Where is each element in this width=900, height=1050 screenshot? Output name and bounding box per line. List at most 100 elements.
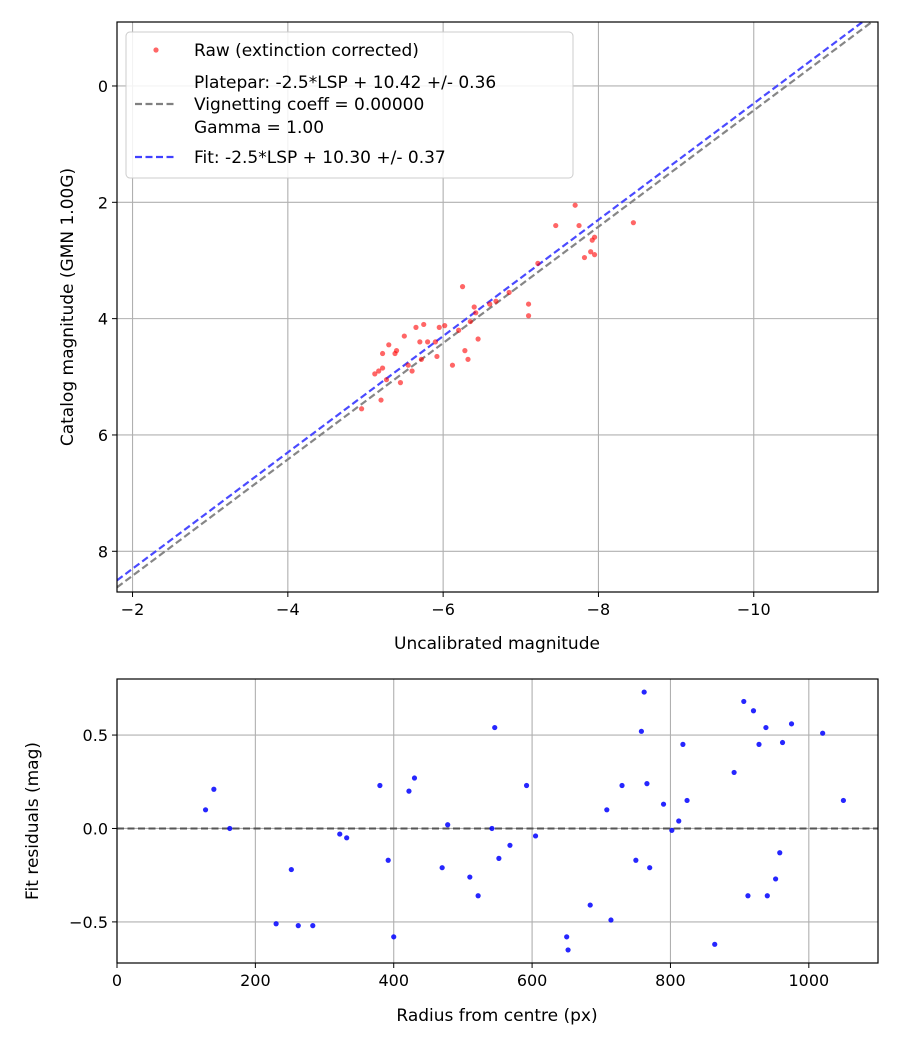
top-x-tick-label: −10 <box>737 600 771 619</box>
top-data-point <box>475 336 481 342</box>
top-data-point <box>436 324 442 330</box>
bottom-data-point <box>507 842 513 848</box>
top-ticks: −2 −4 −6 −8 −10 0 2 4 6 8 <box>98 77 771 619</box>
top-x-tick-label: −4 <box>276 600 300 619</box>
top-x-axis-label: Uncalibrated magnitude <box>394 634 600 654</box>
legend: Raw (extinction corrected) Platepar: -2.… <box>125 31 574 179</box>
bottom-data-point <box>660 801 667 807</box>
bottom-data-point <box>411 775 418 781</box>
bottom-x-tick-label: 800 <box>655 971 686 990</box>
top-data-point <box>525 301 532 307</box>
top-data-point <box>471 304 477 310</box>
bottom-data-point <box>565 947 571 953</box>
top-data-point <box>421 321 427 328</box>
top-data-point <box>386 342 392 348</box>
top-data-point <box>379 350 386 357</box>
top-data-point <box>434 353 440 360</box>
bottom-data-point <box>391 934 397 940</box>
bottom-data-point <box>763 724 769 731</box>
top-data-point <box>572 202 578 208</box>
top-data-point <box>417 339 423 345</box>
bottom-data-point <box>773 876 779 882</box>
top-data-point <box>409 368 415 374</box>
bottom-data-point <box>680 741 686 747</box>
bottom-data-point <box>619 782 625 789</box>
top-data-point <box>506 289 512 296</box>
bottom-data-point <box>532 833 539 839</box>
bottom-y-tick-label: 0.5 <box>83 726 108 745</box>
bottom-data-point <box>604 807 610 813</box>
top-data-point <box>576 222 582 229</box>
legend-label-platepar: Platepar: -2.5*LSP + 10.42 +/- 0.36 <box>194 73 496 93</box>
top-data-point <box>383 377 390 383</box>
bottom-data-point <box>211 786 217 792</box>
bottom-data-point <box>445 822 451 828</box>
top-data-point <box>449 362 456 368</box>
bottom-y-tick-label: 0.0 <box>83 819 108 838</box>
bottom-x-tick-label: 1000 <box>788 971 829 990</box>
bottom-data-point <box>788 721 795 727</box>
bottom-data-point <box>344 835 350 841</box>
bottom-data-point <box>288 866 294 873</box>
legend-box <box>125 31 574 179</box>
bottom-data-point <box>273 921 279 927</box>
bottom-data-point <box>840 797 847 804</box>
bottom-axes-frame <box>116 678 879 964</box>
bottom-data-point <box>295 923 301 929</box>
bottom-data-point <box>406 788 412 794</box>
bottom-data-point <box>489 825 495 832</box>
top-data-point <box>379 365 386 371</box>
top-x-tick-label: −8 <box>587 600 611 619</box>
bottom-plot: 0 200 400 600 800 1000 0.5 0.0 −0.5 Radius from … <box>23 678 879 1026</box>
top-y-tick-label: 2 <box>98 193 108 212</box>
bottom-data-point <box>684 797 690 804</box>
legend-label-fit: Fit: -2.5*LSP + 10.30 +/- 0.37 <box>194 148 446 168</box>
top-data-point <box>432 339 438 345</box>
top-data-point <box>467 318 473 325</box>
bottom-data-point <box>523 782 530 789</box>
bottom-y-axis-label: Fit residuals (mag) <box>23 742 43 900</box>
top-data-point <box>493 298 499 304</box>
bottom-data-point <box>779 739 786 746</box>
top-data-point <box>376 368 382 374</box>
top-data-point <box>588 249 594 255</box>
top-data-point <box>487 301 493 307</box>
top-data-point <box>401 333 407 339</box>
top-points <box>359 202 636 412</box>
bottom-data-point <box>633 857 639 863</box>
top-data-point <box>413 324 419 330</box>
top-data-point <box>525 313 532 319</box>
bottom-data-point <box>820 730 826 736</box>
top-data-point <box>397 380 404 386</box>
bottom-data-point <box>638 728 644 734</box>
top-y-axis-label: Catalog magnitude (GMN 1.00G) <box>58 168 78 446</box>
bottom-data-point <box>750 708 757 714</box>
top-data-point <box>630 220 636 226</box>
bottom-x-axis-label: Radius from centre (px) <box>396 1006 597 1026</box>
top-x-tick-label: −2 <box>121 600 145 619</box>
bottom-data-point <box>377 782 383 789</box>
bottom-data-point <box>475 893 481 899</box>
bottom-data-point <box>641 689 647 695</box>
bottom-ticks: 0 200 400 600 800 1000 0.5 0.0 −0.5 <box>69 726 829 990</box>
bottom-data-point <box>227 825 233 832</box>
bottom-data-point <box>202 807 209 813</box>
bottom-data-point <box>492 724 498 731</box>
top-y-tick-label: 6 <box>98 426 108 445</box>
top-y-tick-label: 0 <box>98 77 108 96</box>
top-x-tick-label: −6 <box>431 600 455 619</box>
top-data-point <box>456 327 462 333</box>
series-line-fit <box>117 22 865 582</box>
top-data-point <box>591 234 598 240</box>
bottom-data-point <box>741 698 747 705</box>
top-data-point <box>372 371 378 377</box>
bottom-points <box>202 689 847 953</box>
bottom-data-point <box>764 893 770 899</box>
legend-marker-raw <box>153 47 159 53</box>
top-data-point <box>581 254 588 261</box>
bottom-data-point <box>647 865 653 871</box>
top-data-point <box>442 323 448 329</box>
top-data-point <box>378 397 384 403</box>
bottom-data-point <box>731 769 737 776</box>
